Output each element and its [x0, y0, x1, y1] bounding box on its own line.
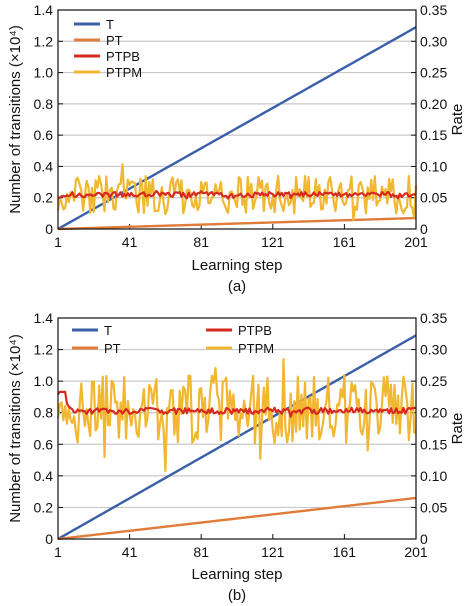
- y-tick-label: 0.8: [34, 405, 54, 421]
- x-tick-label: 81: [193, 234, 209, 250]
- legend-label-t: T: [104, 323, 112, 338]
- y2-tick-label: 0.30: [420, 33, 447, 49]
- y-tick-label: 1.4: [34, 2, 54, 18]
- plot-frame: [57, 317, 417, 540]
- x-tick-label: 1: [54, 544, 62, 560]
- series-line-ptpb: [57, 390, 417, 418]
- series-line-pt: [57, 496, 417, 541]
- y-tick-label: 0.2: [34, 190, 54, 206]
- y-axis-label: Number of transitions (×10⁴): [7, 25, 24, 214]
- y2-tick-label: 0.05: [420, 499, 447, 515]
- y2-tick-label: 0.35: [420, 2, 447, 18]
- legend: T PT PTPB PTPM: [72, 323, 274, 356]
- y2-tick-label: 0.25: [420, 373, 447, 389]
- y2-tick-label: 0.20: [420, 405, 447, 421]
- y2-tick-label: 0.20: [420, 96, 447, 112]
- y-tick-label: 1.0: [34, 65, 54, 81]
- series-line-t: [57, 334, 417, 541]
- y2-tick-label: 0.30: [420, 342, 447, 358]
- y-tick-label: 0.8: [34, 96, 54, 112]
- legend-label-ptpm: PTPM: [106, 65, 142, 80]
- x-tick-label: 41: [122, 544, 138, 560]
- series-line-ptpm: [56, 163, 418, 222]
- legend-label-ptpm: PTPM: [238, 341, 274, 356]
- x-tick-label: 121: [261, 234, 285, 250]
- legend-label-ptpb: PTPB: [106, 49, 140, 64]
- y2-tick-label: 0.15: [420, 436, 447, 452]
- y2-axis-label: Rate: [449, 413, 466, 445]
- y2-tick-label: 0: [420, 221, 428, 237]
- y-tick-label: 1.2: [34, 33, 54, 49]
- y-tick-label: 0.6: [34, 436, 54, 452]
- legend-label-t: T: [106, 17, 114, 32]
- x-tick-label: 1: [54, 234, 62, 250]
- x-tick-label: 121: [261, 544, 285, 560]
- y-tick-label: 1.0: [34, 373, 54, 389]
- x-tick-label: 41: [122, 234, 138, 250]
- x-tick-label: 81: [193, 544, 209, 560]
- x-axis-label: Learning step: [192, 566, 283, 583]
- y2-tick-label: 0.05: [420, 190, 447, 206]
- y-tick-label: 0.2: [34, 499, 54, 515]
- panel-caption: (a): [228, 278, 246, 295]
- series-line-ptpm: [56, 357, 417, 473]
- y2-tick-label: 0.15: [420, 127, 447, 143]
- panel-caption: (b): [228, 587, 246, 604]
- y-axis-label: Number of transitions (×10⁴): [7, 334, 24, 523]
- chart-panel-a: 0 0.2 0.4 0.6 0.8 1.0 1.2 1.4 0 0.05 0.10 0.15 0.20 0…: [7, 2, 466, 295]
- legend-label-ptpb: PTPB: [238, 323, 272, 338]
- x-axis-label: Learning step: [192, 257, 283, 274]
- series-line-ptpb: [57, 189, 417, 200]
- plot-frame: [57, 9, 417, 230]
- y2-tick-label: 0.35: [420, 310, 447, 326]
- x-tick-label: 201: [404, 544, 428, 560]
- y-tick-label: 0: [45, 221, 53, 237]
- legend-label-pt: PT: [104, 341, 121, 356]
- y-tick-label: 1.2: [34, 342, 54, 358]
- y2-tick-label: 0.25: [420, 65, 447, 81]
- x-tick-label: 161: [333, 544, 357, 560]
- y-tick-label: 1.4: [34, 310, 54, 326]
- y2-tick-label: 0.10: [420, 468, 447, 484]
- y2-tick-label: 0.10: [420, 158, 447, 174]
- y-tick-label: 0: [45, 531, 53, 547]
- y2-tick-label: 0: [420, 531, 428, 547]
- series-line-pt: [57, 216, 417, 231]
- legend-label-pt: PT: [106, 33, 123, 48]
- y2-axis-label: Rate: [449, 104, 466, 136]
- y-tick-label: 0.4: [34, 158, 54, 174]
- x-tick-label: 161: [333, 234, 357, 250]
- y-tick-label: 0.4: [34, 468, 54, 484]
- y-tick-label: 0.6: [34, 127, 54, 143]
- x-tick-label: 201: [404, 234, 428, 250]
- chart-panel-b: 0 0.2 0.4 0.6 0.8 1.0 1.2 1.4 0 0.05 0.10 0.15 0.20 0…: [7, 310, 466, 604]
